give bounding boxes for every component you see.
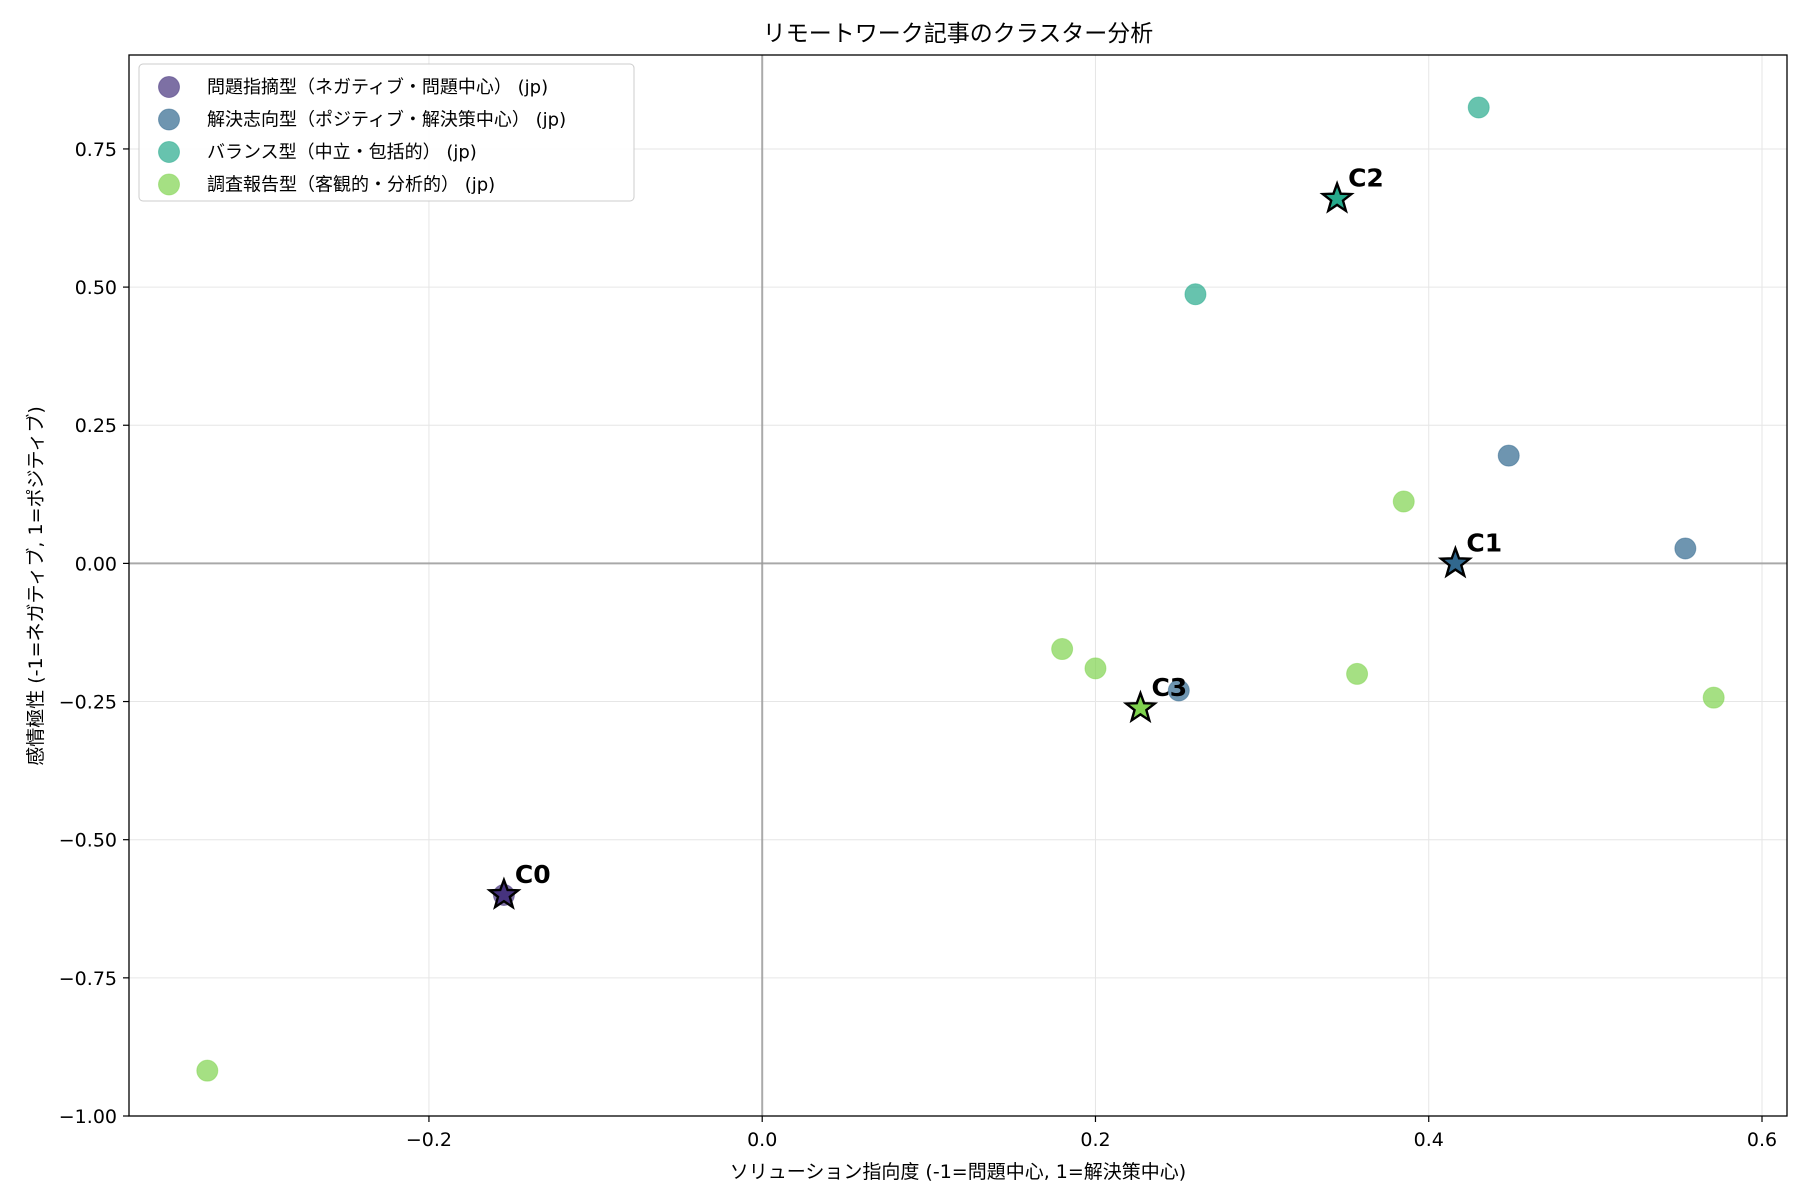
centroid-star-c2 bbox=[1319, 180, 1355, 214]
legend: 問題指摘型（ネガティブ・問題中心） (jp) 解決志向型（ポジティブ・解決策中心）… bbox=[138, 63, 635, 202]
x-tick-label-2: 0.2 bbox=[1080, 1129, 1110, 1151]
data-point-s3-2 bbox=[1084, 657, 1107, 680]
legend-label-3: 調査報告型（客観的・分析的） (jp) bbox=[207, 175, 495, 196]
legend-marker-2 bbox=[158, 141, 180, 163]
y-tick-label-7: 0.75 bbox=[75, 139, 117, 161]
data-point-s1-2 bbox=[1167, 679, 1190, 702]
data-point-s1-1 bbox=[1674, 537, 1697, 560]
y-tick-label-6: 0.50 bbox=[75, 277, 117, 299]
legend-box bbox=[138, 63, 635, 202]
y-tick-label-3: −0.25 bbox=[59, 692, 117, 714]
centroid-star-c3 bbox=[1122, 689, 1159, 724]
data-point-s2-1 bbox=[1184, 283, 1207, 306]
chart-title: リモートワーク記事のクラスター分析 bbox=[763, 21, 1154, 47]
centroid-label-c3: C3 bbox=[1151, 673, 1187, 702]
data-point-s3-5 bbox=[196, 1059, 219, 1082]
centroids: C0 C1 C2 C3 bbox=[486, 164, 1502, 910]
data-point-s3-0 bbox=[1392, 490, 1415, 513]
x-tick-label-1: 0.0 bbox=[747, 1129, 777, 1151]
legend-label-2: バランス型（中立・包括的） (jp) bbox=[207, 142, 477, 163]
y-tick-label-4: 0.00 bbox=[75, 553, 117, 575]
centroid-label-c1: C1 bbox=[1466, 528, 1502, 557]
data-point-s3-3 bbox=[1346, 662, 1369, 685]
data-point-s1-0 bbox=[1497, 444, 1520, 467]
centroid-star-c1 bbox=[1437, 544, 1473, 579]
reference-lines bbox=[129, 55, 1787, 1116]
data-points bbox=[196, 96, 1725, 1082]
y-tick-label-1: −0.75 bbox=[59, 968, 117, 990]
legend-label-1: 解決志向型（ポジティブ・解決策中心） (jp) bbox=[207, 109, 566, 131]
y-axis-ticks: −1.00 −0.75 −0.50 −0.25 0.00 0.25 0.50 0.75 bbox=[59, 139, 129, 1128]
legend-marker-0 bbox=[158, 76, 180, 98]
plot-frame bbox=[128, 54, 1788, 1117]
legend-marker-1 bbox=[158, 108, 180, 131]
centroid-label-c0: C0 bbox=[515, 860, 551, 889]
y-axis-title: 感情極性 (-1=ネガティブ, 1=ポジティブ) bbox=[24, 406, 47, 766]
x-axis-ticks: −0.2 0.0 0.2 0.4 0.6 bbox=[406, 1116, 1777, 1151]
y-tick-label-5: 0.25 bbox=[75, 415, 117, 437]
y-tick-label-0: −1.00 bbox=[59, 1106, 117, 1128]
legend-marker-3 bbox=[158, 173, 180, 196]
x-tick-label-3: 0.4 bbox=[1414, 1129, 1444, 1151]
data-point-s3-4 bbox=[1702, 686, 1725, 709]
data-point-s3-1 bbox=[1051, 638, 1074, 661]
grid-layer bbox=[129, 55, 1787, 1117]
x-tick-label-0: −0.2 bbox=[406, 1129, 452, 1151]
data-point-s2-0 bbox=[1467, 96, 1490, 119]
centroid-label-c2: C2 bbox=[1348, 164, 1384, 193]
x-tick-label-4: 0.6 bbox=[1747, 1129, 1777, 1151]
legend-label-0: 問題指摘型（ネガティブ・問題中心） (jp) bbox=[207, 76, 548, 98]
x-axis-title: ソリューション指向度 (-1=問題中心, 1=解決策中心) bbox=[730, 1161, 1186, 1183]
centroid-star-c0 bbox=[486, 876, 522, 910]
y-tick-label-2: −0.50 bbox=[59, 830, 117, 852]
legend-items: 問題指摘型（ネガティブ・問題中心） (jp) 解決志向型（ポジティブ・解決策中心）… bbox=[158, 76, 566, 196]
